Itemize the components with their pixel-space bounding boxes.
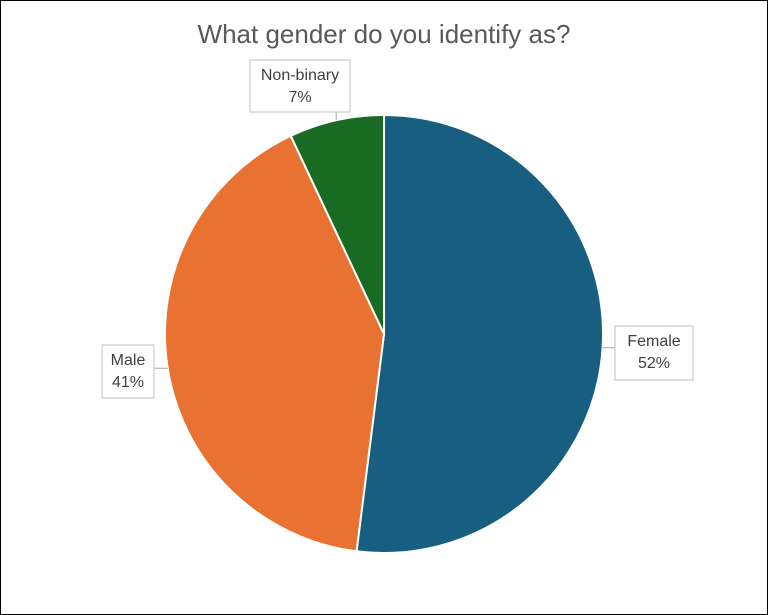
label-box bbox=[249, 59, 351, 113]
pie-slice bbox=[355, 113, 604, 554]
pie-slice bbox=[164, 134, 386, 553]
value-label: 7% bbox=[288, 89, 311, 106]
label-box bbox=[101, 344, 155, 399]
value-label: 52% bbox=[638, 355, 670, 372]
chart-title: What gender do you identify as? bbox=[198, 19, 571, 49]
value-label: 41% bbox=[112, 374, 144, 391]
label-box bbox=[614, 325, 694, 381]
category-label: Male bbox=[111, 352, 146, 369]
category-label: Female bbox=[627, 333, 680, 350]
category-label: Non-binary bbox=[261, 67, 339, 84]
pie-slice bbox=[289, 113, 385, 335]
